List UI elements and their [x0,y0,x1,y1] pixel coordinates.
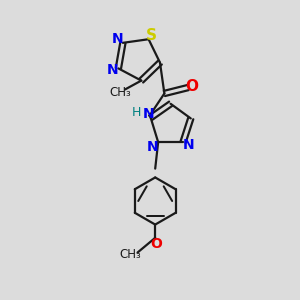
Text: S: S [146,28,156,43]
Text: CH₃: CH₃ [119,248,141,260]
Text: O: O [186,79,199,94]
Text: N: N [107,63,118,77]
Text: N: N [112,32,123,46]
Text: H: H [132,106,141,119]
Text: O: O [150,237,162,251]
Text: N: N [147,140,159,154]
Text: N: N [183,138,194,152]
Text: CH₃: CH₃ [109,86,131,100]
Text: N: N [142,107,154,121]
